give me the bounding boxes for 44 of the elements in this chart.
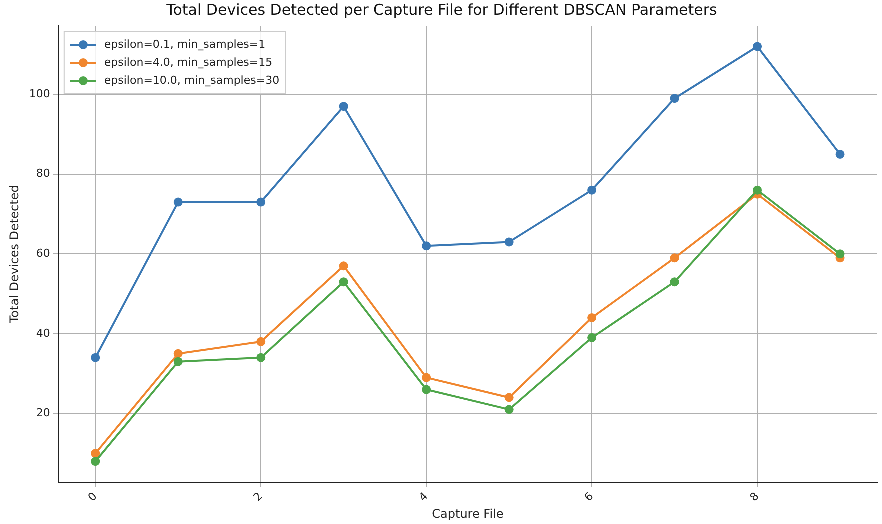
point — [174, 357, 183, 366]
point — [504, 238, 514, 247]
point — [670, 254, 680, 263]
x-axis-title: Capture File — [432, 506, 504, 521]
point — [91, 353, 100, 362]
point — [588, 186, 597, 195]
point — [256, 353, 266, 362]
y-axis-title: Total Devices Detected — [7, 185, 22, 324]
x-tick-label: 2 — [251, 490, 266, 504]
point — [91, 457, 100, 466]
x-tick-label: 6 — [582, 490, 596, 504]
point — [174, 198, 183, 207]
point — [836, 150, 845, 159]
point — [339, 102, 348, 112]
chart-title: Total Devices Detected per Capture File for Different DBSCAN Parameters — [166, 0, 718, 19]
point — [256, 337, 266, 346]
x-tick-label: 8 — [748, 490, 762, 504]
point — [588, 333, 597, 342]
point — [339, 278, 348, 287]
x-tick-label: 4 — [416, 490, 431, 504]
point — [836, 250, 845, 259]
legend-label: epsilon=0.1, min_samples=1 — [104, 38, 266, 51]
legend-label: epsilon=10.0, min_samples=30 — [104, 74, 280, 87]
y-tick-label: 20 — [36, 406, 50, 420]
y-tick-label: 80 — [36, 167, 50, 180]
point — [422, 242, 432, 251]
legend-label: epsilon=4.0, min_samples=15 — [104, 56, 273, 69]
point — [339, 262, 348, 271]
y-tick-label: 100 — [29, 87, 50, 100]
point — [753, 42, 762, 52]
point — [256, 198, 266, 207]
point — [422, 373, 432, 382]
point — [588, 313, 597, 322]
x-tick-label: 0 — [86, 490, 100, 504]
point — [91, 449, 100, 458]
y-tick-label: 60 — [36, 247, 50, 260]
point — [422, 385, 432, 394]
point — [174, 349, 183, 358]
point — [504, 405, 514, 414]
point — [670, 94, 680, 104]
point — [504, 393, 514, 402]
point — [670, 278, 680, 287]
point — [753, 186, 762, 195]
y-tick-label: 40 — [36, 326, 50, 340]
